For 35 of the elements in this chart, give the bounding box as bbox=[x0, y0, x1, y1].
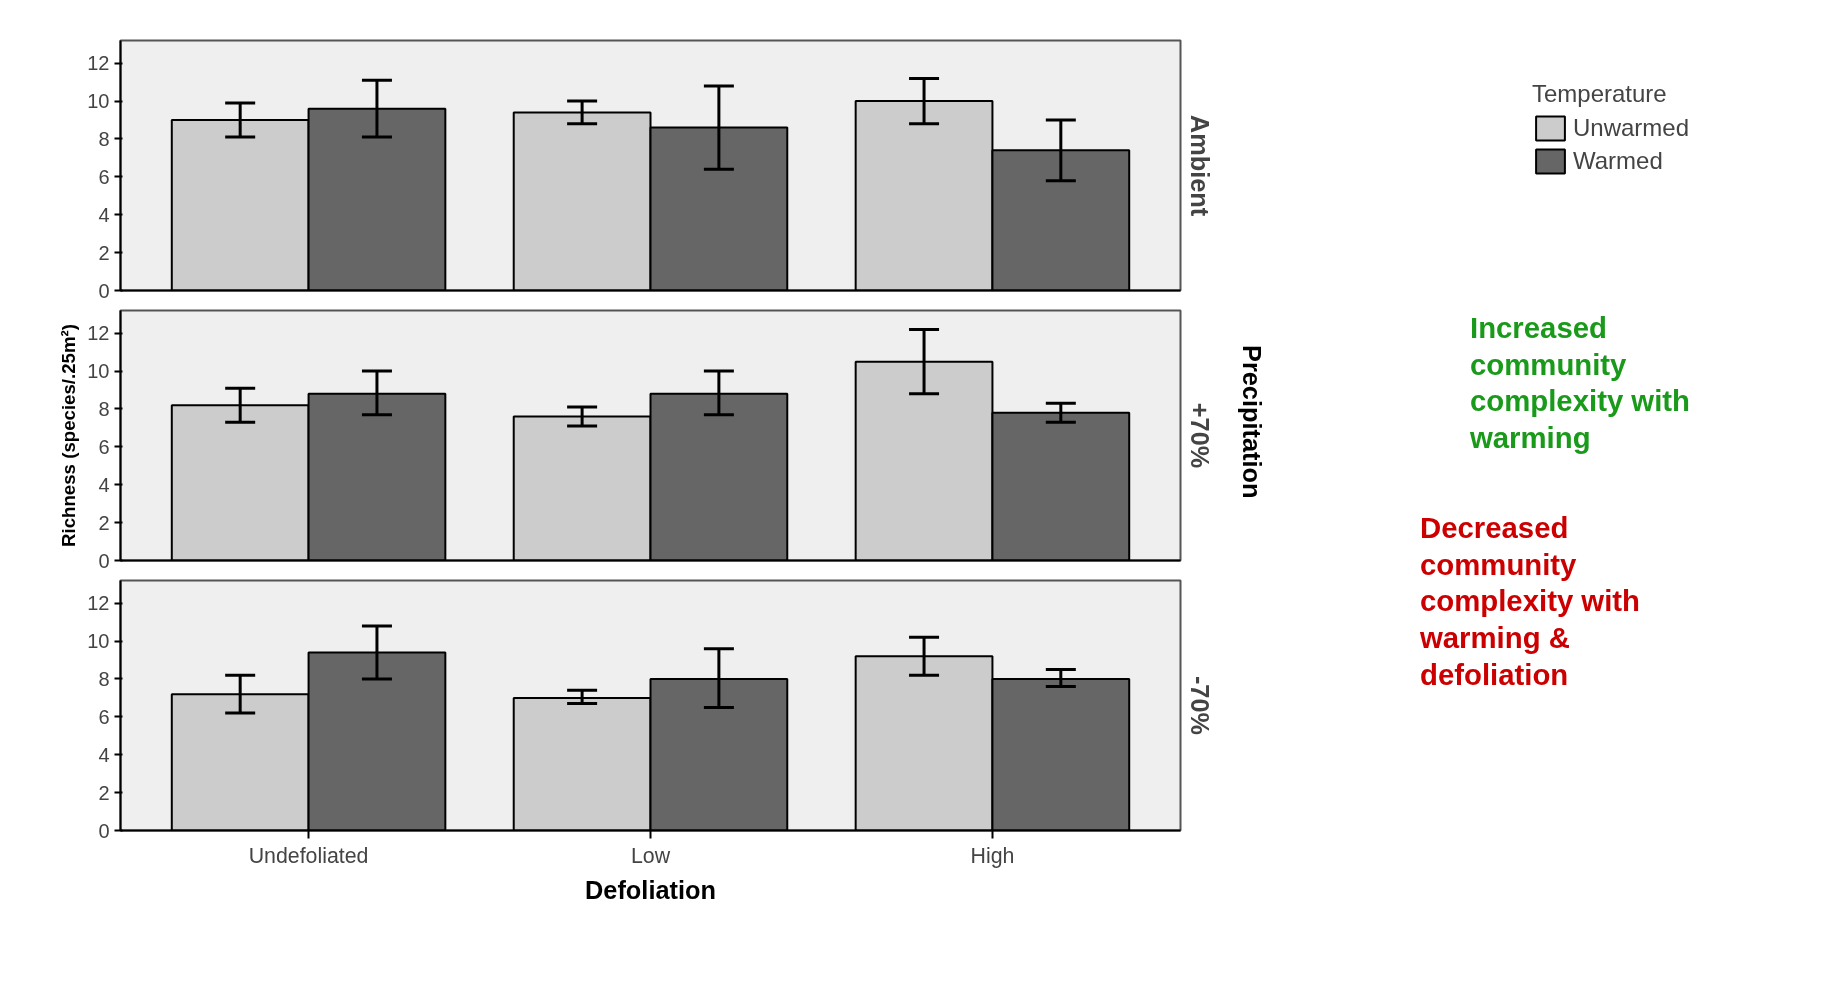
y-tick-label: 2 bbox=[98, 781, 110, 804]
text: Increased community complexity with warming bbox=[1470, 310, 1691, 456]
y-tick-label: 4 bbox=[98, 203, 110, 226]
y-tick-label: 0 bbox=[98, 279, 110, 302]
y-tick-label: 4 bbox=[98, 743, 110, 766]
text: -70% bbox=[1185, 675, 1214, 736]
y-tick-label: 12 bbox=[87, 592, 110, 615]
y-tick-label: 10 bbox=[87, 90, 110, 113]
legend-label: Unwarmed bbox=[1572, 114, 1690, 142]
legend-label: Warmed bbox=[1572, 147, 1663, 175]
y-tick-label: 0 bbox=[98, 549, 110, 572]
y-tick-label: 4 bbox=[98, 473, 110, 496]
y-tick-label: 10 bbox=[87, 360, 110, 383]
y-tick-label: 6 bbox=[98, 165, 110, 188]
text: Precipitation bbox=[1237, 345, 1267, 499]
y-tick-label: 2 bbox=[98, 241, 110, 264]
y-tick-label: 0 bbox=[98, 819, 110, 842]
text: Decreased community complexity with warming & defoliation bbox=[1420, 510, 1641, 693]
y-tick-label: 10 bbox=[87, 630, 110, 653]
y-axis-title: Richness (species/.25m²) bbox=[58, 324, 80, 547]
y-tick-label: 6 bbox=[98, 705, 110, 728]
x-tick-label: Low bbox=[630, 843, 671, 868]
x-tick-label: High bbox=[970, 843, 1015, 868]
y-tick-label: 12 bbox=[87, 322, 110, 345]
y-tick-label: 8 bbox=[98, 127, 110, 150]
x-tick-label: Undefoliated bbox=[248, 843, 369, 868]
y-tick-label: 12 bbox=[87, 52, 110, 75]
y-tick-label: 6 bbox=[98, 435, 110, 458]
text: +70% bbox=[1185, 402, 1214, 469]
y-tick-label: 2 bbox=[98, 511, 110, 534]
y-tick-label: 8 bbox=[98, 667, 110, 690]
x-axis-title: Defoliation bbox=[585, 875, 716, 904]
legend-title: Temperature bbox=[1531, 80, 1668, 108]
y-tick-label: 8 bbox=[98, 397, 110, 420]
text: Ambient bbox=[1185, 114, 1214, 217]
